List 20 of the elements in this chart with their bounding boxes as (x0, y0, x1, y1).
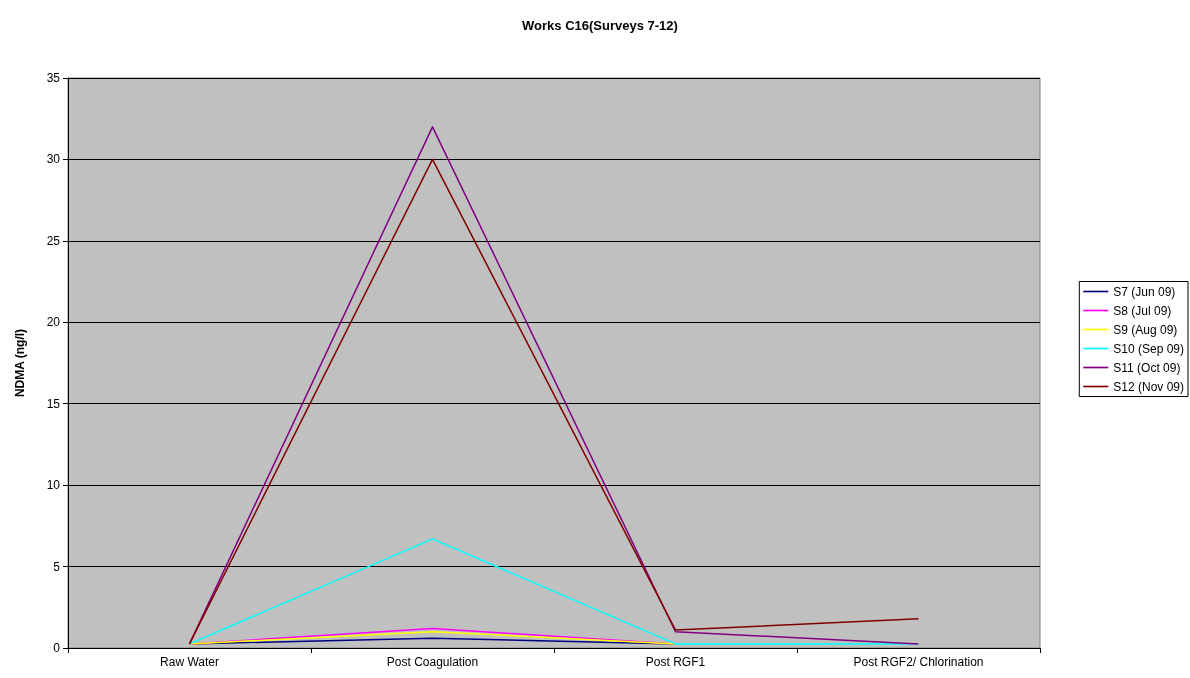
y-tick-label: 30 (46, 152, 61, 167)
legend-label: S9 (Aug 09) (1113, 322, 1178, 337)
y-tick-label: 5 (53, 559, 61, 574)
y-tick-label: 10 (46, 478, 61, 493)
x-tick-label: Post RGF2/ Chlorination (853, 655, 984, 669)
y-axis-title: NDMA (ng/l) (13, 328, 27, 398)
legend-label: S10 (Sep 09) (1113, 341, 1185, 356)
legend-label: S7 (Jun 09) (1113, 284, 1176, 299)
legend-label: S12 (Nov 09) (1113, 379, 1184, 394)
y-tick-label: 0 (53, 641, 61, 655)
y-tick-label: 25 (46, 233, 61, 248)
y-tick-label: 20 (46, 315, 61, 330)
x-tick-label: Raw Water (160, 655, 219, 669)
chart-title: Works C16(Surveys 7-12) (522, 18, 678, 33)
legend-label: S8 (Jul 09) (1113, 303, 1172, 318)
legend-label: S11 (Oct 09) (1113, 360, 1181, 375)
y-tick-label: 35 (46, 71, 61, 85)
x-tick-label: Post Coagulation (386, 655, 479, 669)
x-tick-label: Post RGF1 (645, 655, 706, 669)
y-tick-label: 15 (46, 396, 61, 411)
